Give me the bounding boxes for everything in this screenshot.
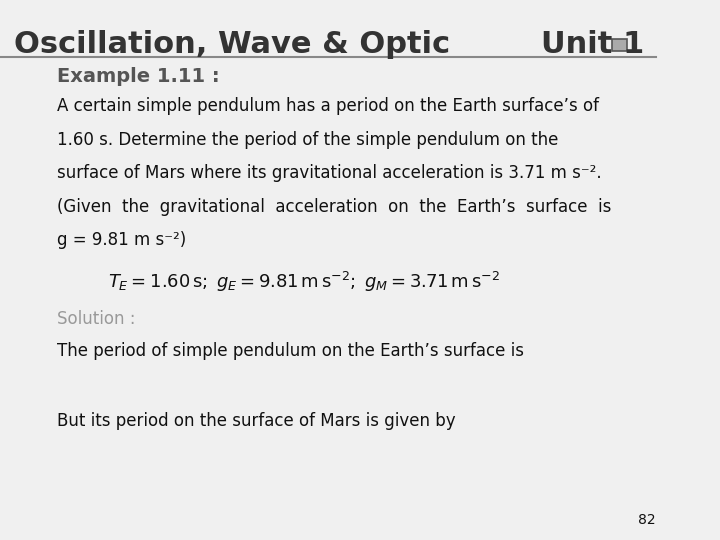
Text: The period of simple pendulum on the Earth’s surface is: The period of simple pendulum on the Ear…	[58, 342, 524, 360]
Text: 82: 82	[639, 512, 656, 526]
Text: A certain simple pendulum has a period on the Earth surface’s of: A certain simple pendulum has a period o…	[58, 97, 600, 115]
Text: Solution :: Solution :	[58, 310, 136, 328]
Text: But its period on the surface of Mars is given by: But its period on the surface of Mars is…	[58, 412, 456, 430]
Text: g = 9.81 m s⁻²): g = 9.81 m s⁻²)	[58, 231, 186, 249]
Text: (Given  the  gravitational  acceleration  on  the  Earth’s  surface  is: (Given the gravitational acceleration on…	[58, 198, 612, 215]
Text: $T_E = 1.60\,\mathrm{s};\; g_E = 9.81\,\mathrm{m\,s}^{-2};\; g_M = 3.71\,\mathrm: $T_E = 1.60\,\mathrm{s};\; g_E = 9.81\,\…	[108, 270, 500, 294]
Text: Example 1.11 :: Example 1.11 :	[58, 68, 220, 86]
Text: surface of Mars where its gravitational acceleration is 3.71 m s⁻².: surface of Mars where its gravitational …	[58, 164, 602, 182]
Text: Oscillation, Wave & Optic: Oscillation, Wave & Optic	[14, 30, 450, 59]
Text: Unit 1: Unit 1	[541, 30, 644, 59]
FancyBboxPatch shape	[612, 39, 627, 51]
Text: 1.60 s. Determine the period of the simple pendulum on the: 1.60 s. Determine the period of the simp…	[58, 131, 559, 149]
